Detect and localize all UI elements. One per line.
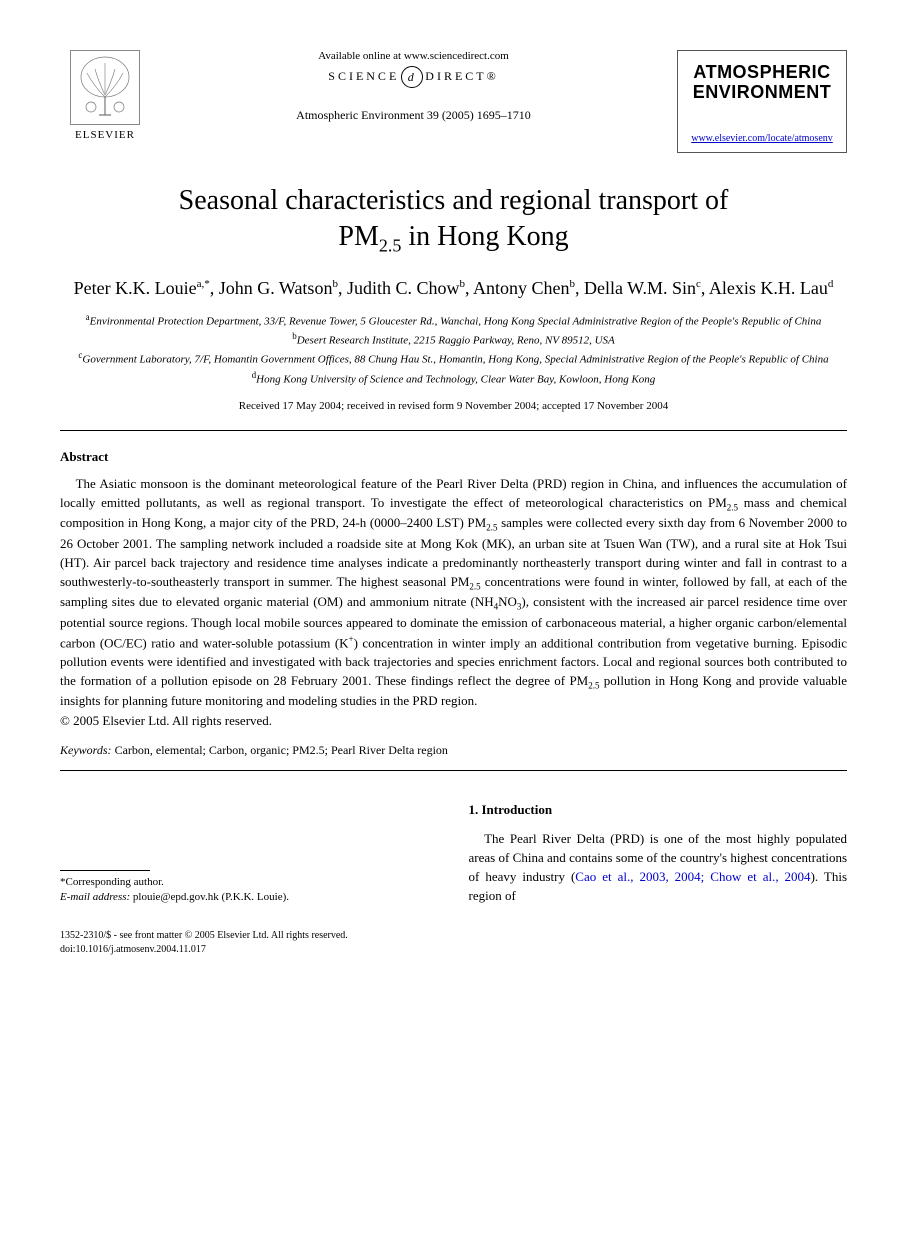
- left-column: *Corresponding author. E-mail address: p…: [60, 801, 439, 905]
- sciencedirect-suffix: DIRECT®: [425, 69, 498, 83]
- sciencedirect-logo: SCIENCEdDIRECT®: [170, 66, 657, 88]
- corresponding-author-footnote: *Corresponding author. E-mail address: p…: [60, 875, 439, 906]
- affiliation-line: bDesert Research Institute, 2215 Raggio …: [60, 330, 847, 349]
- footnote-email-label: E-mail address:: [60, 891, 130, 903]
- keywords: Keywords: Carbon, elemental; Carbon, org…: [60, 743, 847, 758]
- keywords-text: Carbon, elemental; Carbon, organic; PM2.…: [112, 743, 448, 757]
- title-line2-suffix: in Hong Kong: [401, 221, 568, 252]
- elsevier-tree-icon: [70, 50, 140, 125]
- journal-name: ATMOSPHERIC ENVIRONMENT: [688, 63, 836, 103]
- affiliation-line: dHong Kong University of Science and Tec…: [60, 369, 847, 388]
- elsevier-logo: ELSEVIER: [60, 50, 150, 150]
- intro-text: The Pearl River Delta (PRD) is one of th…: [469, 830, 848, 905]
- affiliation-line: aEnvironmental Protection Department, 33…: [60, 311, 847, 330]
- journal-name-line1: ATMOSPHERIC: [693, 62, 830, 82]
- footnote-marker: *Corresponding author.: [60, 875, 439, 890]
- right-column: 1. Introduction The Pearl River Delta (P…: [469, 801, 848, 905]
- available-online: Available online at www.sciencedirect.co…: [170, 50, 657, 62]
- authors: Peter K.K. Louiea,*, John G. Watsonb, Ju…: [60, 276, 847, 301]
- center-header: Available online at www.sciencedirect.co…: [150, 50, 677, 123]
- two-column-area: *Corresponding author. E-mail address: p…: [60, 801, 847, 905]
- journal-reference: Atmospheric Environment 39 (2005) 1695–1…: [170, 108, 657, 123]
- elsevier-text: ELSEVIER: [75, 129, 135, 141]
- footer: 1352-2310/$ - see front matter © 2005 El…: [60, 929, 847, 957]
- abstract-heading: Abstract: [60, 449, 847, 465]
- footer-line2: doi:10.1016/j.atmosenv.2004.11.017: [60, 943, 847, 957]
- intro-heading: 1. Introduction: [469, 801, 848, 820]
- sciencedirect-prefix: SCIENCE: [328, 69, 399, 83]
- footer-line1: 1352-2310/$ - see front matter © 2005 El…: [60, 929, 847, 943]
- abstract-body: The Asiatic monsoon is the dominant mete…: [60, 475, 847, 711]
- affiliation-line: cGovernment Laboratory, 7/F, Homantin Go…: [60, 349, 847, 368]
- rule-top: [60, 430, 847, 431]
- footnote-email-line: E-mail address: plouie@epd.gov.hk (P.K.K…: [60, 890, 439, 905]
- title-line2-sub: 2.5: [379, 236, 402, 256]
- title-line2-prefix: PM: [338, 221, 378, 252]
- journal-box: ATMOSPHERIC ENVIRONMENT www.elsevier.com…: [677, 50, 847, 153]
- footnote-email: plouie@epd.gov.hk (P.K.K. Louie).: [130, 891, 289, 903]
- copyright: © 2005 Elsevier Ltd. All rights reserved…: [60, 713, 847, 729]
- title-line1: Seasonal characteristics and regional tr…: [179, 185, 729, 216]
- footnote-rule: [60, 870, 150, 871]
- header-row: ELSEVIER Available online at www.science…: [60, 50, 847, 153]
- sciencedirect-d-icon: d: [401, 66, 423, 88]
- rule-bottom: [60, 770, 847, 771]
- article-dates: Received 17 May 2004; received in revise…: [60, 400, 847, 412]
- keywords-label: Keywords:: [60, 743, 112, 757]
- article-title: Seasonal characteristics and regional tr…: [60, 183, 847, 258]
- journal-name-line2: ENVIRONMENT: [693, 82, 832, 102]
- journal-url[interactable]: www.elsevier.com/locate/atmosenv: [688, 133, 836, 144]
- affiliations: aEnvironmental Protection Department, 33…: [60, 311, 847, 388]
